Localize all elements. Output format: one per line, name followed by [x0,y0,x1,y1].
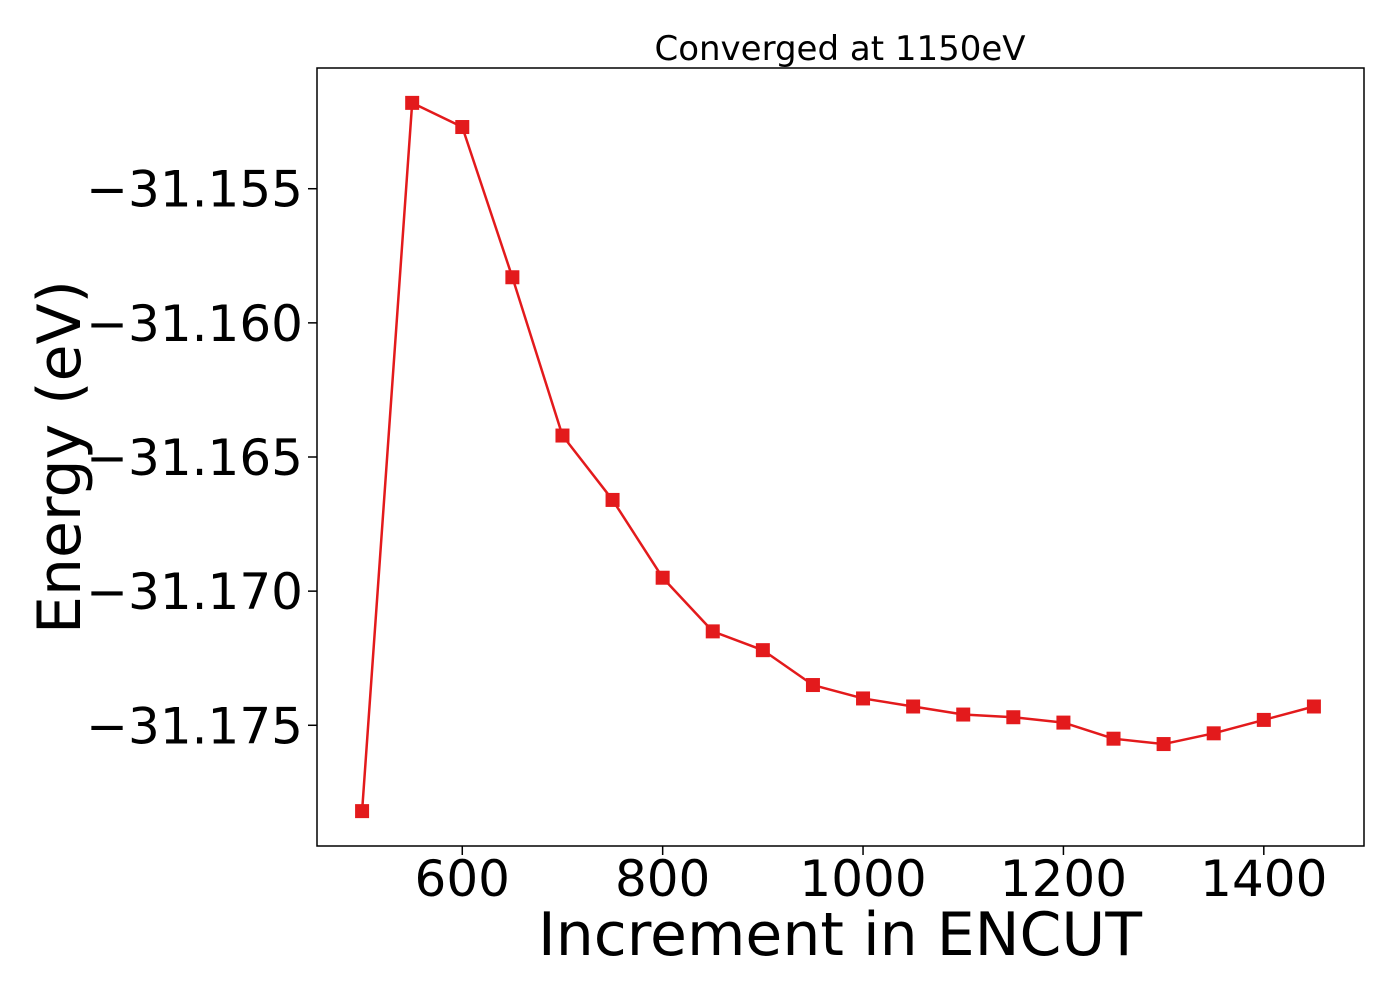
data-point-marker [505,270,520,285]
data-point-marker [1256,712,1271,727]
y-tick-label: −31.160 [86,295,303,353]
data-point-marker [1006,710,1021,725]
data-point-marker [805,678,820,693]
y-tick-label: −31.155 [86,161,303,219]
data-point-marker [705,624,720,639]
data-point-marker [856,691,871,706]
series-line [360,101,1315,812]
data-point-marker [1056,715,1071,730]
x-tick-label: 1200 [1000,850,1127,908]
data-point-marker [1306,699,1321,714]
y-tick-label: −31.165 [86,429,303,487]
data-point-marker [1206,726,1221,741]
chart-title: Converged at 1150eV [654,29,1025,69]
data-point-marker [655,570,670,585]
series-layer [355,95,1321,819]
data-point-marker [405,95,420,110]
y-tick-label: −31.175 [86,697,303,755]
data-point-marker [555,428,570,443]
data-point-marker [355,804,370,819]
x-tick-label: 600 [415,850,510,908]
y-axis-title: Energy (eV) [25,280,95,634]
data-point-marker [455,120,470,135]
data-point-marker [1156,737,1171,752]
x-tick-label: 1000 [799,850,926,908]
data-point-marker [605,492,620,507]
data-point-marker [755,643,770,658]
data-point-marker [956,707,971,722]
x-axis-title: Increment in ENCUT [538,900,1142,970]
data-point-marker [906,699,921,714]
data-point-marker [1106,731,1121,746]
y-tick-label: −31.170 [86,563,303,621]
x-tick-label: 1400 [1200,850,1327,908]
x-tick-label: 800 [615,850,710,908]
x-axis-ticks: 600 800 1000 1200 1400 [415,846,1327,908]
y-axis-ticks: −31.155 −31.160 −31.165 −31.170 −31.175 [86,161,317,755]
